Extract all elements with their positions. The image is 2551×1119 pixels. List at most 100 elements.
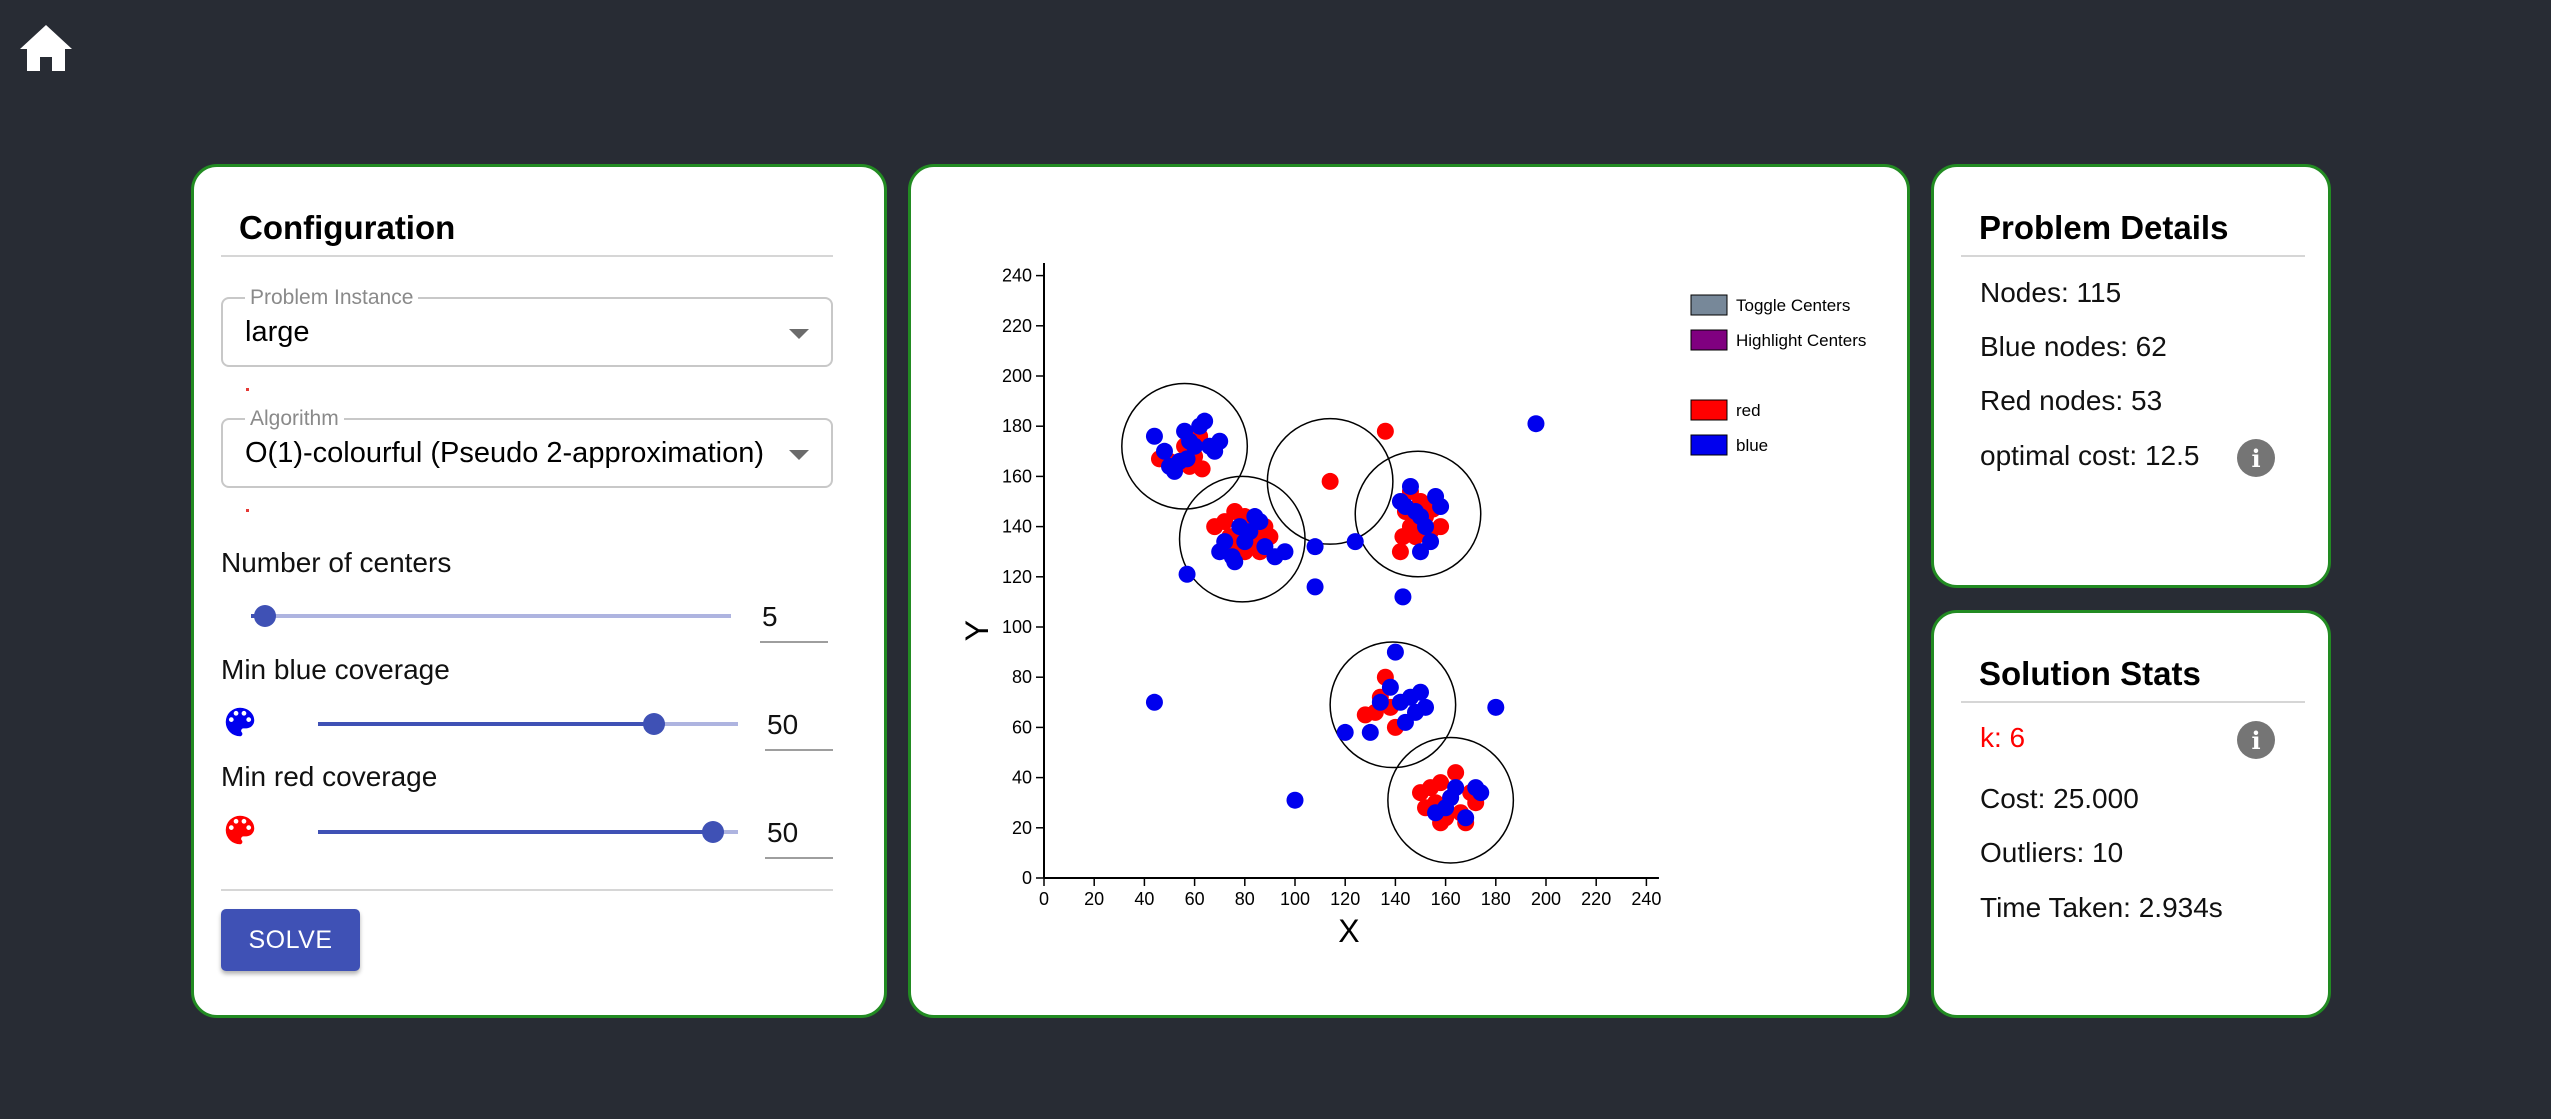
solution-stats-panel: Solution Stats k: 6 i Cost: 25.000 Outli…	[1931, 610, 2331, 1018]
blue-point	[1412, 543, 1429, 561]
algorithm-select[interactable]: Algorithm O(1)-colourful (Pseudo 2-appro…	[221, 407, 833, 488]
problem-instance-label: Problem Instance	[245, 286, 419, 310]
center-circle	[1329, 641, 1457, 769]
red-nodes-count: Red nodes: 53	[1980, 385, 2163, 416]
blue-point	[1527, 415, 1545, 433]
y-tick-label: 120	[1002, 567, 1032, 587]
blue-point	[1155, 442, 1173, 460]
blue-point	[1178, 565, 1196, 583]
x-tick-label: 20	[1084, 889, 1104, 909]
k-value: k: 6	[1980, 722, 2026, 753]
blue-point	[1432, 498, 1450, 516]
blue-point	[1196, 412, 1214, 430]
slider-thumb[interactable]	[643, 713, 665, 735]
home-icon	[20, 25, 72, 71]
x-tick-label: 0	[1039, 889, 1049, 909]
legend-swatch-red	[1690, 399, 1728, 421]
y-tick-label: 220	[1002, 316, 1032, 336]
x-tick-label: 220	[1581, 889, 1611, 909]
problem-instance-select[interactable]: Problem Instance large	[221, 286, 833, 367]
validation-dot	[246, 509, 249, 512]
blue-point	[1472, 784, 1490, 802]
blue-point	[1412, 683, 1429, 701]
x-tick-label: 40	[1134, 889, 1154, 909]
x-tick-label: 180	[1481, 889, 1511, 909]
optimal-cost-info-icon[interactable]: i	[2237, 439, 2275, 477]
k-info-icon[interactable]: i	[2237, 721, 2275, 759]
y-tick-label: 180	[1002, 416, 1032, 436]
optimal-cost: optimal cost: 12.5	[1980, 440, 2200, 471]
x-tick-label: 80	[1235, 889, 1255, 909]
min-red-label: Min red coverage	[221, 761, 438, 792]
dropdown-arrow-icon	[789, 329, 809, 339]
slider-thumb[interactable]	[701, 821, 724, 843]
home-button[interactable]	[16, 18, 76, 78]
blue-point	[1394, 588, 1412, 606]
legend-swatch	[1690, 294, 1728, 316]
y-tick-label: 200	[1002, 366, 1032, 386]
y-axis-label: Y	[959, 620, 995, 641]
red-point	[1394, 528, 1412, 546]
min-red-slider[interactable]	[318, 812, 738, 852]
blue-point	[1401, 477, 1419, 495]
center-circle	[1121, 382, 1249, 510]
blue-point	[1396, 498, 1414, 516]
palette-icon	[225, 707, 255, 737]
y-tick-label: 80	[1012, 667, 1032, 687]
min-blue-slider[interactable]	[318, 704, 738, 744]
min-blue-input[interactable]: 50	[765, 703, 833, 751]
y-tick-label: 20	[1012, 818, 1032, 838]
blue-point	[1256, 538, 1274, 556]
highlight-centers-button[interactable]: Highlight Centers	[1690, 329, 1866, 351]
min-blue-label: Min blue coverage	[221, 654, 450, 685]
slider-rail	[251, 614, 731, 618]
blue-point	[1286, 791, 1304, 809]
configuration-title: Configuration	[239, 209, 456, 246]
solve-button[interactable]: SOLVE	[221, 909, 360, 971]
x-tick-label: 120	[1330, 889, 1360, 909]
blue-point	[1447, 779, 1465, 797]
palette-icon	[225, 815, 255, 845]
x-tick-label: 100	[1280, 889, 1310, 909]
blue-point	[1346, 533, 1364, 551]
legend-label: Toggle Centers	[1736, 296, 1850, 315]
outliers-value: Outliers: 10	[1980, 837, 2124, 868]
red-point	[1447, 764, 1465, 782]
legend-label: Highlight Centers	[1736, 331, 1866, 350]
divider	[221, 255, 833, 257]
red-point	[1412, 784, 1429, 802]
algorithm-label: Algorithm	[245, 407, 344, 431]
num-centers-input[interactable]: 5	[760, 595, 828, 643]
blue-point	[1236, 533, 1254, 551]
blue-point	[1487, 698, 1505, 716]
min-red-input[interactable]: 50	[765, 811, 833, 859]
center-circle	[1354, 450, 1482, 578]
blue-point	[1226, 553, 1244, 571]
slider-thumb[interactable]	[254, 605, 277, 627]
blue-point	[1417, 518, 1435, 536]
red-point	[1321, 472, 1339, 490]
num-centers-label: Number of centers	[221, 547, 452, 578]
center-circle	[1387, 736, 1515, 864]
x-tick-label: 240	[1631, 889, 1661, 909]
configuration-panel: Configuration Problem Instance large Alg…	[191, 164, 887, 1018]
x-tick-label: 200	[1531, 889, 1561, 909]
toggle-centers-button[interactable]: Toggle Centers	[1690, 294, 1850, 316]
blue-point	[1166, 462, 1184, 480]
y-tick-label: 140	[1002, 517, 1032, 537]
x-tick-label: 140	[1380, 889, 1410, 909]
blue-point	[1371, 693, 1389, 711]
y-tick-label: 240	[1002, 266, 1032, 286]
red-point	[1376, 422, 1394, 440]
slider-track	[318, 830, 713, 834]
y-tick-label: 40	[1012, 768, 1032, 788]
time-taken-value: Time Taken: 2.934s	[1980, 892, 2223, 923]
solution-stats-title: Solution Stats	[1979, 655, 2201, 692]
red-point	[1356, 706, 1374, 724]
blue-point	[1457, 809, 1475, 827]
dropdown-arrow-icon	[789, 450, 809, 460]
num-centers-slider[interactable]	[251, 596, 731, 636]
blue-point	[1145, 693, 1163, 711]
red-point	[1391, 543, 1409, 561]
algorithm-value: O(1)-colourful (Pseudo 2-approximation)	[245, 437, 764, 469]
